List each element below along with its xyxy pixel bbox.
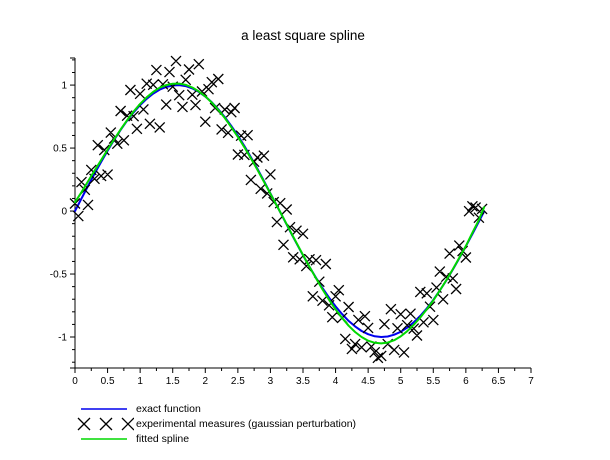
legend-line-swatch: [81, 408, 127, 410]
y-tick-label: -1: [58, 333, 67, 344]
x-tick-label: 4.5: [361, 376, 375, 387]
x-tick-label: 4: [333, 376, 339, 387]
legend-entry-fitted-spline: fitted spline: [76, 431, 356, 446]
x-tick-label: 2: [203, 376, 209, 387]
legend-x-markers-swatch: [77, 417, 134, 431]
legend-x-marker: [77, 417, 134, 431]
x-tick-label: 6: [463, 376, 469, 387]
legend-label: exact function: [136, 402, 201, 415]
x-tick-label: 3: [268, 376, 274, 387]
y-tick-label: 1: [61, 81, 67, 92]
x-tick-label: 6.5: [491, 376, 505, 387]
x-tick-label: 5: [398, 376, 404, 387]
y-tick-label: -0.5: [50, 270, 68, 281]
x-tick-label: 3.5: [296, 376, 310, 387]
legend-line-swatch: [81, 438, 127, 440]
fitted-spline-curve: [74, 82, 486, 345]
chart-title: a least square spline: [241, 28, 365, 43]
legend-label: experimental measures (gaussian perturba…: [136, 417, 357, 430]
experimental-measures-markers: [69, 55, 488, 364]
y-tick-label: 0.5: [53, 144, 67, 155]
x-tick-label: 1.5: [166, 376, 180, 387]
x-tick-label: 2.5: [231, 376, 245, 387]
legend: exact function experimental measures (ga…: [76, 401, 356, 446]
x-tick-label: 0.5: [101, 376, 115, 387]
x-tick-label: 0: [72, 376, 78, 387]
legend-entry-exact-function: exact function: [76, 401, 356, 416]
legend-entry-experimental-measures: experimental measures (gaussian perturba…: [76, 416, 356, 431]
x-tick-label: 1: [137, 376, 143, 387]
y-tick-label: 0: [61, 207, 67, 218]
x-tick-label: 5.5: [426, 376, 440, 387]
legend-label: fitted spline: [136, 432, 190, 445]
x-tick-label: 7: [528, 376, 534, 387]
